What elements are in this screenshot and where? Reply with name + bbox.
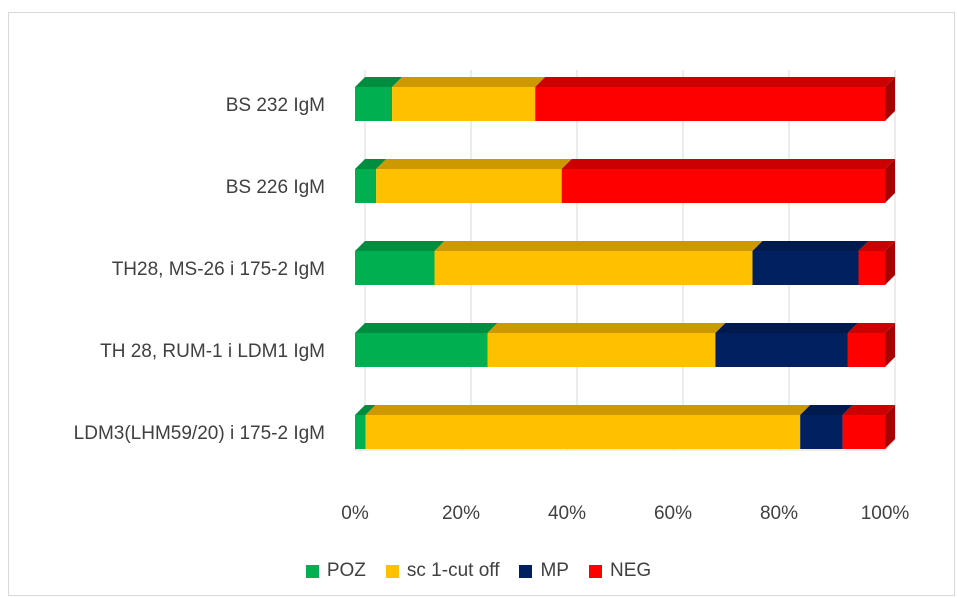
legend-swatch	[305, 564, 319, 578]
bar-segment-top	[487, 323, 726, 333]
legend: POZ sc 1-cut off MP NEG	[0, 558, 957, 584]
bar-segment-top	[376, 159, 572, 169]
category-label: TH28, MS-26 i 175-2 IgM	[112, 259, 325, 280]
bar-segment	[800, 415, 843, 449]
category-label: LDM3(LHM59/20) i 175-2 IgM	[74, 423, 325, 444]
bar-segment	[487, 333, 716, 367]
bar-segment	[355, 415, 366, 449]
legend-label: NEG	[609, 560, 652, 581]
bar-segment	[355, 251, 435, 285]
bar-segment	[355, 333, 488, 367]
bar-segment	[842, 415, 885, 449]
legend-swatch	[588, 564, 602, 578]
bar-segment-top	[355, 323, 498, 333]
x-tick-label: 60%	[654, 503, 692, 524]
bar-segment-top	[847, 323, 895, 333]
bar-segment	[858, 251, 885, 285]
bar-segment	[847, 333, 885, 367]
bar-segment	[355, 169, 377, 203]
bar-segment-top	[858, 241, 895, 251]
x-tick-label: 0%	[341, 503, 369, 524]
category-label: TH 28, RUM-1 i LDM1 IgM	[100, 341, 325, 362]
bar-segment-top	[355, 159, 387, 169]
bar-segment-side	[885, 77, 895, 121]
legend-swatch	[519, 564, 533, 578]
category-label: BS 232 IgM	[226, 95, 325, 116]
bar-segment-top	[535, 77, 895, 87]
bar-segment	[434, 251, 753, 285]
legend-item: NEG	[588, 560, 652, 582]
bar-segment	[561, 169, 885, 203]
bar-segment-side	[885, 241, 895, 285]
bar-segment-top	[355, 77, 403, 87]
bar-segment	[535, 87, 885, 121]
bar-segment-top	[800, 405, 853, 415]
bar-segment-side	[885, 159, 895, 203]
x-tick-label: 20%	[442, 503, 480, 524]
bar-segment-top	[752, 241, 869, 251]
x-tick-label: 100%	[861, 503, 910, 524]
bar-segment	[392, 87, 536, 121]
legend-item: sc 1-cut off	[385, 560, 500, 582]
bar-segment-side	[885, 405, 895, 449]
bar-group	[355, 241, 895, 285]
bar-segment-top	[434, 241, 763, 251]
bar-segment-top	[715, 323, 858, 333]
bar-segment	[355, 87, 393, 121]
bar-segment-top	[392, 77, 546, 87]
bar-segment-side	[885, 323, 895, 367]
gridline-floor	[884, 439, 896, 451]
legend-item: POZ	[305, 560, 366, 582]
legend-label: sc 1-cut off	[406, 560, 500, 581]
bar-group	[355, 159, 895, 203]
bar-segment-top	[365, 405, 811, 415]
bar-segment-top	[842, 405, 895, 415]
legend-label: POZ	[326, 560, 366, 581]
bar-segment-top	[355, 405, 376, 415]
legend-label: MP	[540, 560, 569, 581]
bar-segment	[715, 333, 848, 367]
legend-swatch	[385, 564, 399, 578]
legend-item: MP	[519, 560, 569, 582]
bar-segment	[365, 415, 801, 449]
bar-segment-top	[355, 241, 445, 251]
x-tick-label: 80%	[760, 503, 798, 524]
bar-segment	[376, 169, 562, 203]
x-tick-label: 40%	[548, 503, 586, 524]
bar-segment	[752, 251, 859, 285]
bar-group	[355, 323, 895, 367]
category-label: BS 226 IgM	[226, 177, 325, 198]
bar-segment-top	[561, 159, 895, 169]
bar-group	[355, 77, 895, 121]
bar-group	[355, 405, 895, 449]
